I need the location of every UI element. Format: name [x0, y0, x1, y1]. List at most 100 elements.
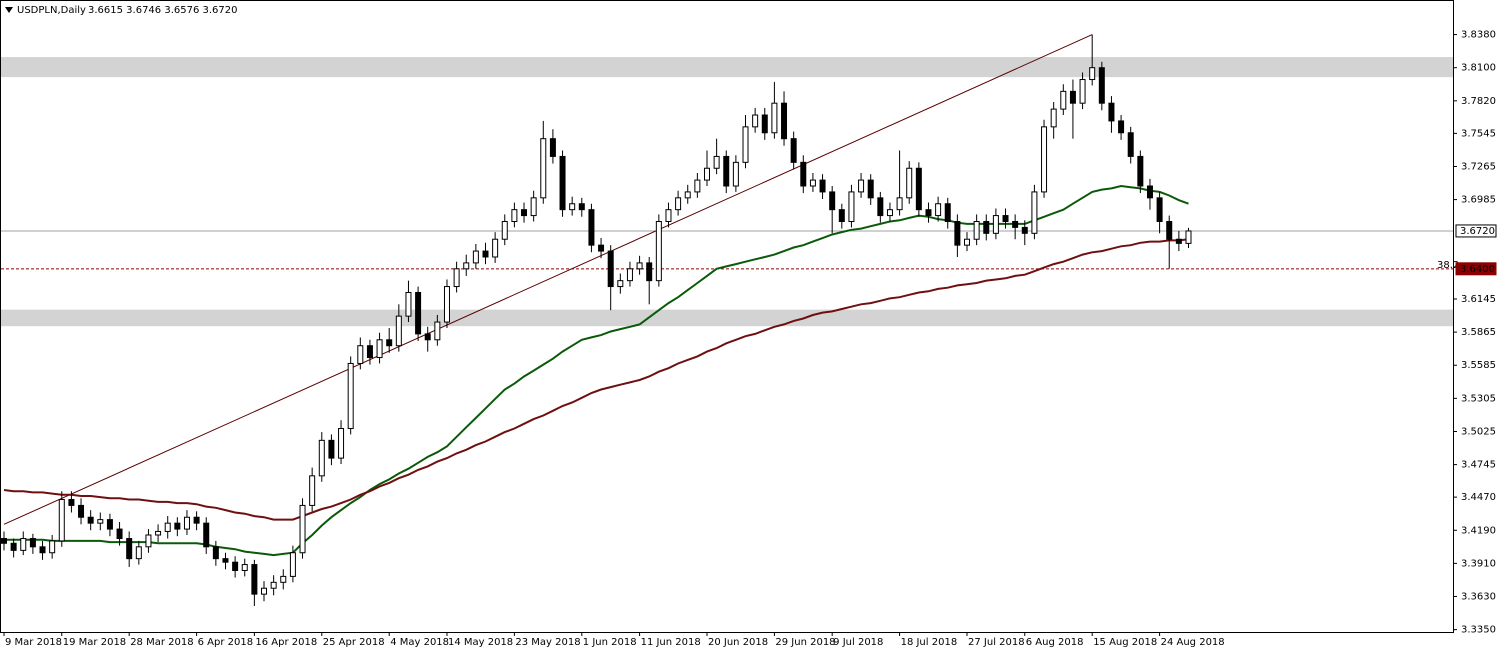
candle-body [1012, 220, 1019, 228]
trendline [3, 34, 1093, 525]
candle-body [992, 215, 999, 234]
candle-body [511, 209, 518, 222]
candle-body [1185, 230, 1192, 244]
candle-body [723, 155, 730, 187]
candle-body [954, 220, 961, 246]
candle-body [357, 345, 364, 364]
plot-frame [0, 0, 1454, 633]
x-tick-label: 14 May 2018 [448, 637, 513, 648]
candle-body [87, 516, 94, 524]
moving-average [4, 184, 1189, 557]
y-tick-label: 3.3350 [1461, 625, 1496, 636]
candle-body [453, 268, 460, 288]
x-tick-label: 28 Mar 2018 [130, 637, 193, 648]
x-tick-label: 25 Apr 2018 [323, 637, 385, 648]
x-tick-label: 6 Apr 2018 [198, 637, 253, 648]
y-tick-label: 3.4470 [1461, 492, 1496, 503]
candle-body [106, 519, 113, 530]
candle-body [809, 179, 816, 187]
candle-body [261, 587, 268, 595]
candle-body [838, 209, 845, 222]
candle-body [1031, 191, 1038, 234]
candle-body [222, 558, 229, 563]
y-tick-label: 3.6985 [1461, 195, 1496, 206]
candle-body [1108, 102, 1115, 122]
candle-body [1089, 67, 1096, 81]
candle-body [925, 209, 932, 217]
candle-body [983, 220, 990, 234]
x-tick-label: 4 May 2018 [390, 637, 449, 648]
candle-body [463, 262, 470, 270]
x-tick-label: 27 Jul 2018 [968, 637, 1025, 648]
candle-body [1118, 120, 1125, 134]
candle-body [366, 345, 373, 359]
candle-body [501, 220, 508, 240]
candle-body [241, 564, 248, 571]
candle-body [886, 209, 893, 217]
candle-body [434, 321, 441, 341]
candle-body [675, 197, 682, 211]
chart-title: USDPLN,Daily [17, 5, 86, 16]
candle-body [472, 250, 479, 264]
candle-body [781, 102, 788, 140]
candle-body [424, 333, 431, 341]
candle-body [1079, 79, 1086, 104]
x-tick-label: 20 Jun 2018 [708, 637, 768, 648]
candle-body [713, 155, 720, 169]
x-tick-label: 24 Aug 2018 [1161, 637, 1225, 648]
candle-body [848, 191, 855, 222]
y-tick-label: 3.5585 [1461, 360, 1496, 371]
candle-body [395, 315, 402, 347]
zone [1, 57, 1453, 78]
y-tick-label: 3.7820 [1461, 96, 1496, 107]
candle-body [1137, 155, 1144, 187]
candle-body [646, 262, 653, 282]
candle-body [1146, 185, 1153, 199]
x-tick-label: 16 Apr 2018 [255, 637, 317, 648]
price-box [1455, 262, 1497, 276]
candle-body [116, 528, 123, 540]
candle-body [569, 203, 576, 211]
candle-body [164, 522, 171, 532]
x-tick-label: 19 Mar 2018 [63, 637, 126, 648]
candle-body [97, 519, 104, 524]
x-tick-label: 23 May 2018 [515, 637, 580, 648]
x-tick-label: 1 Jun 2018 [583, 637, 637, 648]
y-tick-label: 3.4745 [1461, 460, 1496, 471]
candle-body [896, 197, 903, 211]
x-tick-label: 15 Aug 2018 [1093, 637, 1157, 648]
candle-body [270, 581, 277, 589]
candle-body [578, 203, 585, 211]
candle-body [626, 268, 633, 282]
candle-body [877, 197, 884, 217]
price-box-label: 3.6400 [1460, 264, 1495, 275]
candle-body [732, 161, 739, 187]
y-tick-label: 3.5025 [1461, 426, 1496, 437]
candle-body [1156, 197, 1163, 222]
x-tick-label: 9 Mar 2018 [5, 637, 62, 648]
y-tick-label: 3.8380 [1461, 30, 1496, 41]
y-tick-label: 3.3630 [1461, 592, 1496, 603]
menu-triangle[interactable] [5, 7, 13, 13]
candle-body [415, 291, 422, 335]
candle-body [819, 179, 826, 193]
candle-body [318, 439, 325, 477]
candle-body [742, 126, 749, 163]
candle-body [944, 203, 951, 222]
candle-body [829, 191, 836, 211]
candle-body [68, 499, 75, 506]
candle-body [338, 428, 345, 459]
candle-body [703, 167, 710, 181]
y-tick-label: 3.7265 [1461, 161, 1496, 172]
y-tick-label: 3.5305 [1461, 393, 1496, 404]
candle-body [915, 167, 922, 211]
candle-body [10, 542, 17, 551]
candle-body [1098, 67, 1105, 104]
candle-body [347, 362, 354, 430]
candle-body [1, 538, 7, 544]
candle-body [598, 244, 605, 252]
candle-body [145, 534, 152, 548]
candle-body [752, 114, 759, 128]
